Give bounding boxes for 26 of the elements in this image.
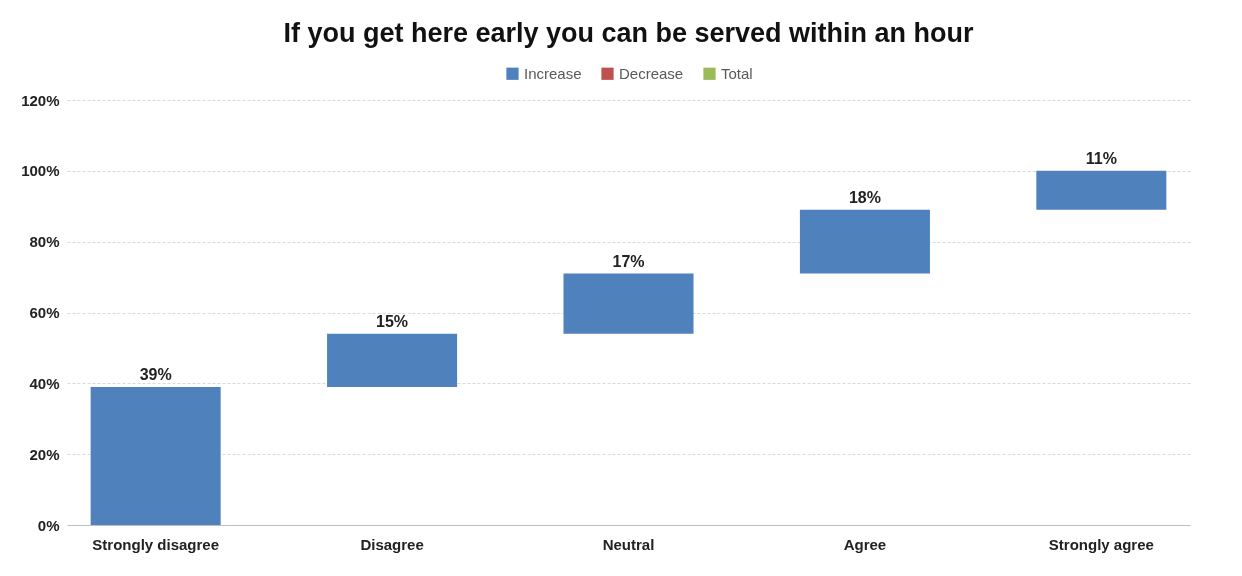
legend-label: Decrease — [619, 64, 684, 82]
x-tick-label: Strongly agree — [1048, 535, 1154, 553]
data-label: 18% — [848, 188, 881, 206]
y-tick-label: 80% — [29, 233, 60, 251]
legend-label: Increase — [524, 64, 582, 82]
x-tick-label: Neutral — [602, 535, 655, 553]
bar — [90, 386, 221, 525]
x-tick-label: Agree — [843, 535, 887, 553]
bar — [327, 333, 458, 387]
bar — [563, 273, 694, 334]
data-label: 39% — [139, 365, 172, 383]
y-tick-label: 60% — [29, 304, 60, 321]
y-tick-label: 40% — [29, 374, 60, 392]
bar — [1036, 170, 1167, 210]
chart-title: If you get here early you can be served within an hour — [283, 18, 975, 48]
x-tick-label: Disagree — [360, 535, 424, 553]
y-tick-label: 0% — [37, 516, 60, 534]
legend-label: Total — [721, 64, 753, 82]
data-label: 15% — [376, 312, 409, 330]
x-tick-label: Strongly disagree — [92, 535, 220, 553]
bar — [799, 209, 930, 274]
y-tick-label: 100% — [21, 162, 60, 180]
data-label: 17% — [612, 252, 645, 270]
y-tick-label: 20% — [29, 445, 60, 463]
data-label: 11% — [1085, 149, 1117, 167]
y-tick-label: 120% — [21, 91, 60, 109]
